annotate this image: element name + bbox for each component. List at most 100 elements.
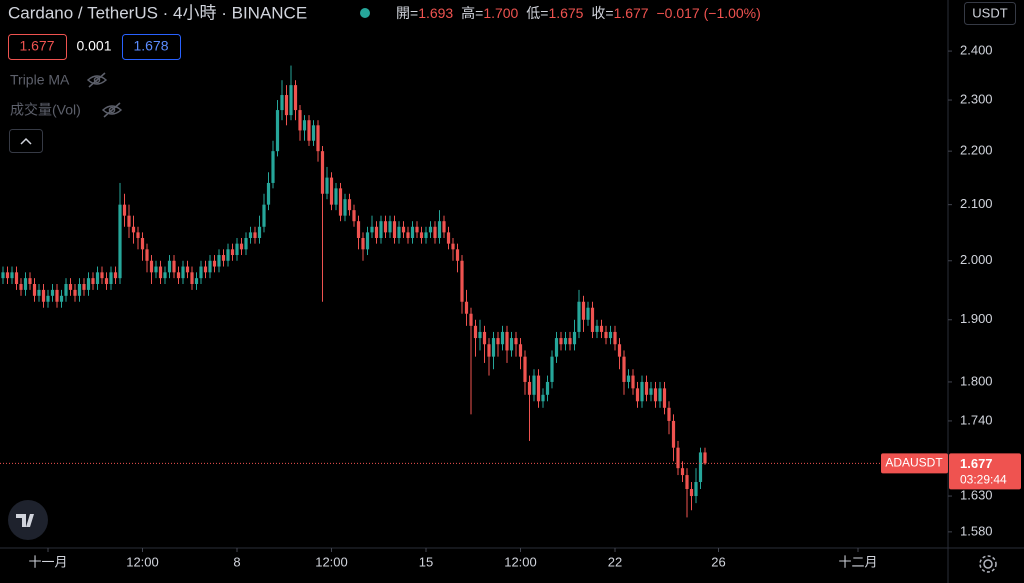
- last-price-label: 1.677: [960, 456, 993, 471]
- plot-area: [0, 65, 948, 518]
- candle-body: [635, 388, 640, 402]
- candle-body: [212, 260, 217, 267]
- symbol-tag-label: ADAUSDT: [885, 456, 943, 470]
- candle-body: [248, 232, 253, 238]
- sell-box[interactable]: [8, 34, 67, 60]
- candle-body: [221, 255, 226, 261]
- candle-body: [640, 381, 644, 402]
- candle-body: [181, 266, 185, 279]
- candle-body: [370, 226, 374, 233]
- candle-body: [473, 325, 478, 339]
- y-tick-label: 2.000: [960, 252, 993, 267]
- candle-body: [392, 221, 397, 238]
- collapse-button[interactable]: [9, 129, 43, 153]
- buy-price[interactable]: 1.678: [133, 38, 168, 54]
- candle-body: [271, 151, 275, 183]
- candle-body: [496, 338, 500, 345]
- candle-body: [464, 301, 469, 314]
- hide-icon[interactable]: [101, 102, 123, 118]
- candle-body: [590, 307, 595, 332]
- candle-body: [388, 221, 392, 233]
- ohlc-label: 低=: [526, 5, 548, 21]
- y-tick-label: 2.300: [960, 91, 993, 106]
- candle-body: [199, 266, 203, 279]
- y-tick-label: 2.200: [960, 143, 993, 158]
- sell-price[interactable]: 1.677: [19, 38, 54, 54]
- candle-body: [185, 266, 190, 273]
- candle-body: [401, 226, 406, 233]
- candle-body: [253, 232, 257, 238]
- candle-body: [667, 407, 671, 421]
- indicator-label[interactable]: 成交量(Vol): [10, 102, 81, 118]
- tv-logo-mark: [16, 514, 39, 527]
- candle-body: [415, 226, 419, 233]
- candle-body: [10, 272, 14, 279]
- indicator-label[interactable]: Triple MA: [10, 72, 70, 88]
- candle-body: [59, 295, 64, 302]
- candle-body: [203, 266, 208, 273]
- x-tick-label: 22: [608, 554, 622, 569]
- candle-body: [685, 475, 689, 490]
- candle-body: [653, 388, 658, 402]
- candle-body: [140, 237, 145, 250]
- candle-body: [505, 331, 509, 351]
- hide-icon[interactable]: [86, 72, 108, 88]
- candle-body: [491, 338, 496, 357]
- candle-body: [145, 249, 149, 261]
- currency-label[interactable]: USDT: [972, 5, 1007, 20]
- chevron-icon[interactable]: [20, 137, 32, 145]
- candle-body: [626, 375, 631, 382]
- candle-body: [226, 249, 230, 261]
- candle-body: [28, 278, 32, 285]
- candle-body: [118, 204, 122, 279]
- candle-body: [428, 226, 433, 233]
- candle-body: [437, 221, 442, 238]
- buy-box[interactable]: [122, 34, 181, 60]
- candle-body: [298, 110, 302, 131]
- x-tick-label: 12:00: [504, 554, 537, 569]
- candle-body: [514, 338, 518, 345]
- candle-body: [662, 388, 667, 408]
- candle-body: [500, 331, 505, 345]
- y-tick-label: 1.580: [960, 523, 993, 538]
- candle-body: [262, 204, 266, 227]
- candle-body: [217, 255, 221, 267]
- candle-body: [631, 375, 635, 389]
- candle-body: [320, 151, 325, 194]
- candle-body: [109, 272, 113, 285]
- candle-body: [419, 232, 424, 238]
- y-tick-label: 1.740: [960, 412, 993, 427]
- candle-body: [172, 260, 176, 273]
- candle-body: [572, 331, 577, 345]
- tv-logo[interactable]: [8, 500, 48, 540]
- candle-body: [91, 278, 95, 285]
- candle-body: [77, 284, 82, 296]
- countdown-label: 03:29:44: [960, 473, 1007, 487]
- candle-body: [163, 272, 167, 279]
- candle-body: [532, 375, 536, 395]
- settings-icon[interactable]: [979, 555, 997, 573]
- axes: 2.400 2.300 2.200 2.100 2.000 1.900 1.800 1.740…: [28, 43, 1021, 569]
- candle-body: [356, 221, 361, 238]
- candle-body: [509, 338, 514, 351]
- candle-body: [23, 278, 28, 290]
- candle-body: [676, 447, 680, 469]
- candle-body: [352, 210, 356, 222]
- candle-body: [100, 272, 104, 279]
- candle-body: [595, 325, 599, 332]
- candle-body: [82, 284, 86, 290]
- candle-body: [325, 177, 329, 194]
- candle-body: [518, 344, 523, 357]
- candle-body: [338, 188, 343, 216]
- candle-body: [680, 468, 685, 476]
- candle-body: [698, 452, 703, 483]
- candle-body: [55, 289, 59, 302]
- ohlc-value: 1.677: [614, 5, 649, 21]
- candle-body: [64, 284, 68, 296]
- candle-body: [608, 331, 613, 339]
- currency-button[interactable]: [964, 2, 1016, 25]
- x-tick-label: 12:00: [315, 554, 348, 569]
- candle-body: [37, 289, 41, 296]
- y-tick-label: 2.100: [960, 196, 993, 211]
